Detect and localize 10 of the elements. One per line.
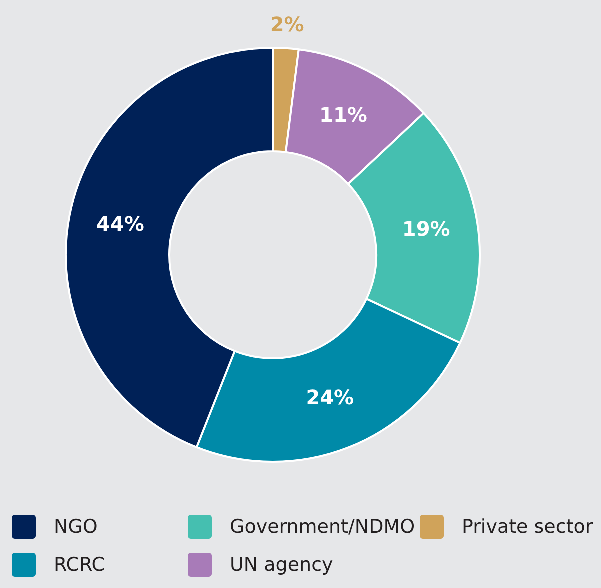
legend-label: RCRC — [54, 554, 106, 576]
data-label: 24% — [306, 386, 354, 410]
legend-label: Government/NDMO — [230, 516, 416, 538]
legend-label: UN agency — [230, 554, 334, 576]
data-label: 11% — [320, 102, 368, 127]
data-label: 44% — [96, 212, 144, 236]
data-label: 2% — [270, 12, 304, 37]
legend-label: NGO — [54, 516, 98, 538]
data-label: 19% — [402, 216, 450, 241]
legend-label: Private sector — [462, 516, 594, 538]
